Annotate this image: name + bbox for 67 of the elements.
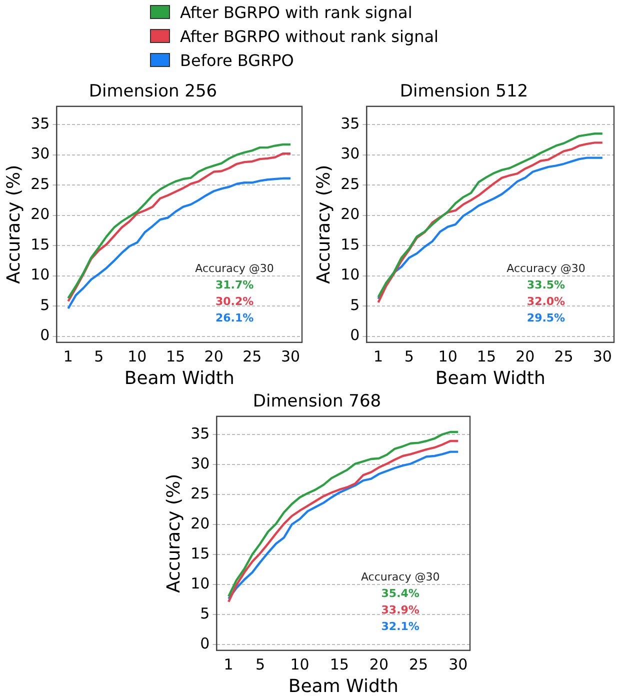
y-tick-label: 35 — [340, 114, 360, 132]
x-tick-label: 1 — [224, 655, 234, 674]
y-tick-label: 5 — [200, 604, 210, 622]
y-tick-label: 0 — [200, 634, 210, 652]
annotation: 35.4% — [381, 587, 420, 600]
y-tick-label: 35 — [30, 114, 50, 132]
y-axis-title: Accuracy (%) — [313, 164, 334, 284]
y-tick-label: 25 — [340, 174, 360, 193]
x-axis-title: Beam Width — [288, 676, 398, 697]
x-tick-label: 10 — [128, 347, 147, 366]
y-tick-label: 20 — [340, 205, 360, 224]
x-tick-label: 25 — [409, 655, 428, 674]
x-tick-label: 1 — [374, 347, 384, 366]
x-tick-label: 15 — [166, 347, 186, 366]
annotation: Accuracy @30 — [195, 262, 274, 276]
y-tick-label: 10 — [30, 266, 50, 284]
y-tick-label: 15 — [30, 235, 50, 254]
annotation: Accuracy @30 — [360, 570, 440, 584]
y-tick-label: 25 — [30, 174, 50, 193]
y-tick-label: 0 — [350, 326, 360, 344]
x-tick-label: 10 — [438, 347, 458, 366]
y-tick-label: 5 — [40, 296, 50, 314]
y-tick-label: 30 — [30, 144, 50, 163]
x-axis-title: Beam Width — [124, 368, 234, 389]
chart-title: Dimension 768 — [252, 392, 382, 412]
x-tick-label: 30 — [280, 347, 300, 366]
annotation: 29.5% — [526, 312, 566, 325]
annotation: 30.2% — [215, 295, 254, 308]
x-tick-label: 25 — [242, 347, 262, 366]
x-tick-label: 20 — [369, 655, 389, 674]
x-tick-label: 25 — [554, 347, 574, 366]
y-tick-label: 10 — [190, 574, 210, 592]
annotation: 32.0% — [526, 295, 566, 308]
x-tick-label: 20 — [516, 347, 535, 366]
y-axis-title: Accuracy (%) — [3, 164, 24, 284]
y-axis-title: Accuracy (%) — [163, 474, 184, 593]
x-tick-label: 5 — [255, 655, 265, 674]
x-tick-label: 5 — [94, 347, 104, 366]
chart-title: Dimension 256 — [88, 82, 218, 102]
y-tick-label: 5 — [350, 296, 360, 314]
annotation: 32.1% — [381, 620, 420, 634]
y-tick-label: 10 — [340, 266, 360, 284]
x-tick-label: 5 — [404, 347, 414, 366]
y-tick-label: 20 — [190, 514, 210, 532]
x-tick-label: 15 — [476, 347, 496, 366]
y-tick-label: 0 — [40, 326, 50, 344]
legend-label: After BGRPO without rank signal — [180, 26, 438, 46]
annotation: Accuracy @30 — [506, 262, 586, 276]
x-tick-label: 10 — [290, 655, 310, 674]
y-tick-label: 15 — [340, 235, 360, 254]
x-tick-label: 30 — [592, 347, 612, 366]
x-tick-label: 1 — [63, 347, 73, 366]
annotation: 26.1% — [215, 312, 254, 325]
x-tick-label: 30 — [448, 655, 468, 674]
y-tick-label: 15 — [190, 544, 210, 562]
x-axis-title: Beam Width — [435, 368, 546, 389]
y-tick-label: 20 — [30, 205, 50, 224]
annotation: 33.5% — [526, 278, 566, 292]
legend-label: After BGRPO with rank signal — [180, 2, 412, 22]
annotation: 33.9% — [381, 604, 420, 617]
chart-title: Dimension 512 — [400, 82, 528, 102]
annotation: 31.7% — [215, 278, 254, 292]
legend-label: Before BGRPO — [180, 50, 294, 70]
y-tick-label: 30 — [190, 454, 210, 472]
y-tick-label: 35 — [190, 424, 210, 442]
y-tick-label: 25 — [190, 484, 210, 502]
y-tick-label: 30 — [340, 144, 360, 163]
